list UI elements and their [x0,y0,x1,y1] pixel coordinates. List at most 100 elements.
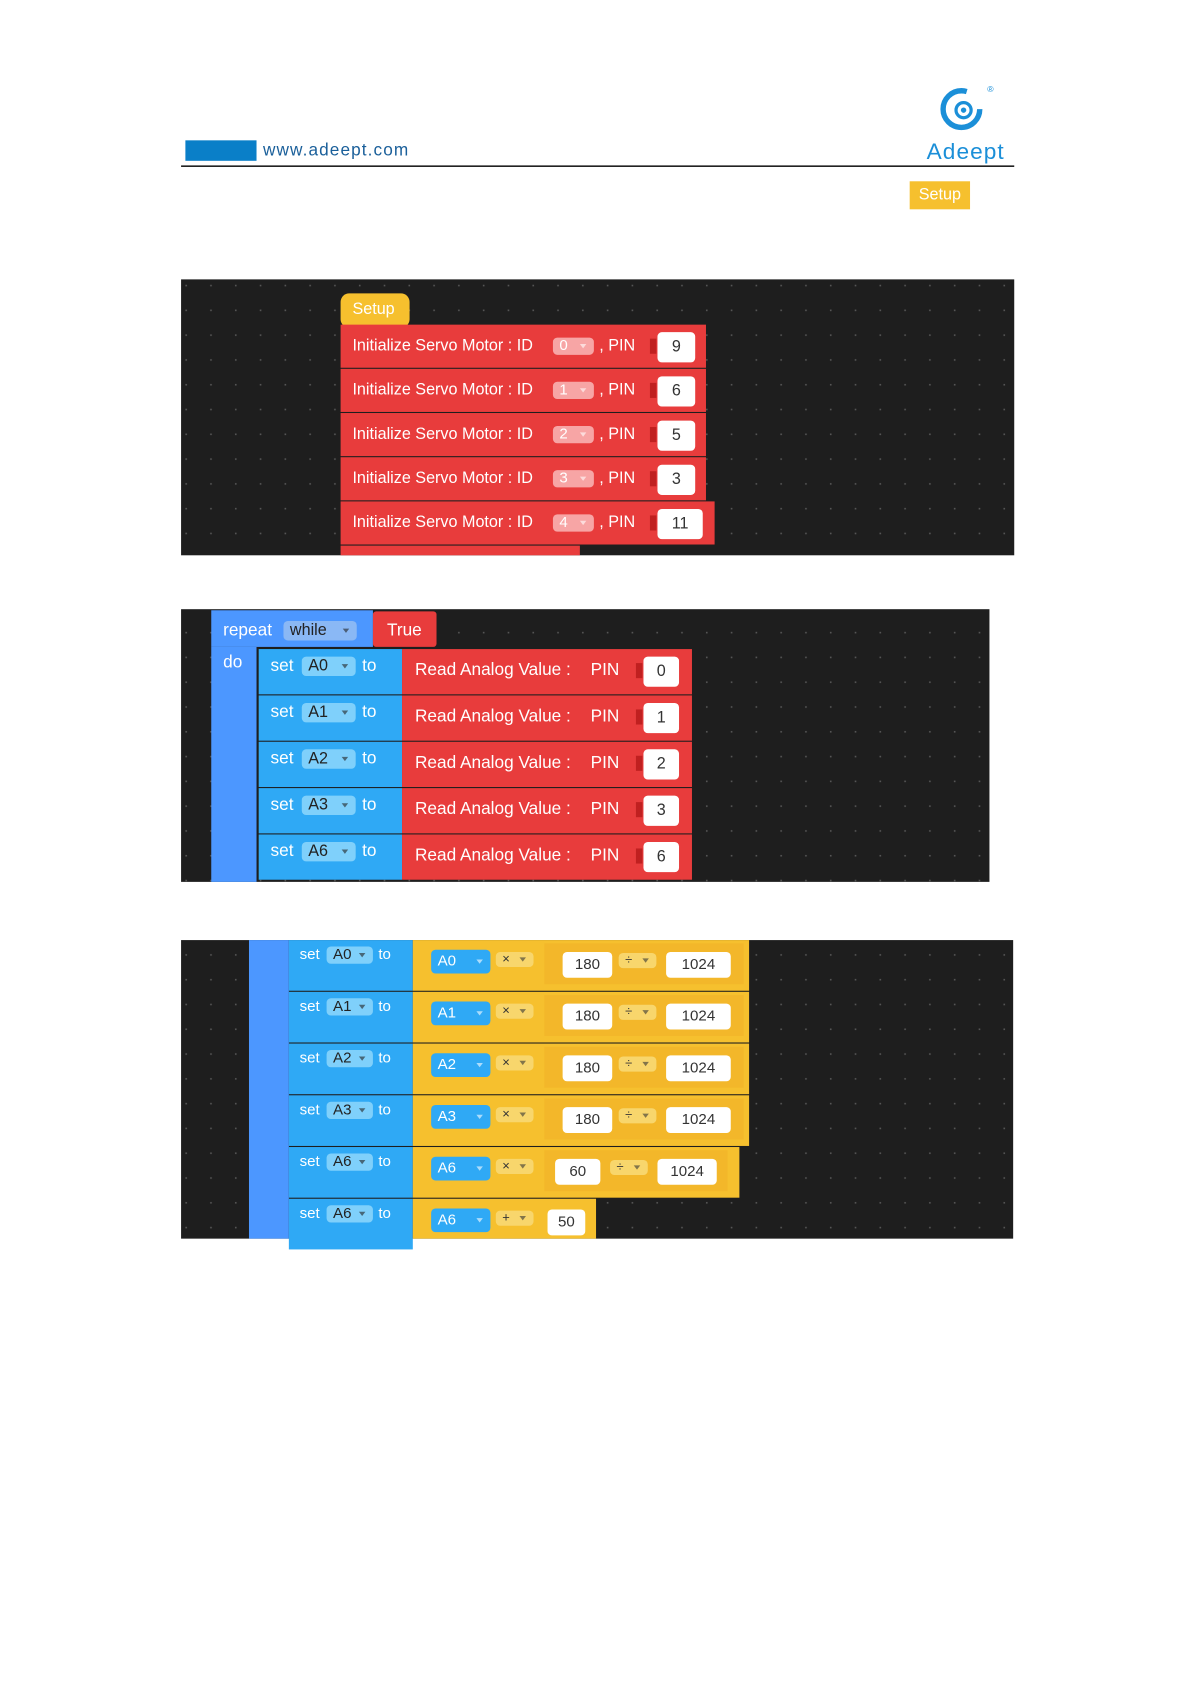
operator-box [618,1108,657,1124]
set-var: A0 [308,657,328,675]
pin-label: , PIN [599,381,635,399]
logo [940,88,983,131]
denominator-box [666,1055,731,1082]
dropdown-arrow [519,1009,526,1014]
servo-id: 2 [559,426,567,443]
pin-label: , PIN [599,513,635,531]
pin-label: , PIN [599,469,635,487]
set-var-box [326,1205,373,1223]
read-pin: 6 [657,847,666,865]
dropdown-arrow [358,1004,366,1010]
denominator-box [666,1003,731,1030]
socket [649,338,657,354]
servo-id-box [552,425,594,444]
dropdown-arrow [519,1112,526,1117]
servo-pin: 3 [672,470,681,488]
repeat-mode: while [289,621,327,639]
denominator: 1024 [682,1111,716,1128]
read-pin: 1 [657,708,666,726]
set-var: A6 [333,1205,351,1222]
dropdown-arrow [358,1211,366,1217]
to-label: to [378,946,391,963]
socket [635,848,643,864]
operand-box [431,1001,491,1026]
denominator: 1024 [682,1059,716,1076]
set-label: set [271,748,294,768]
set-var-box [326,998,373,1016]
read-pin: 3 [657,801,666,819]
denominator: 1024 [682,1008,716,1025]
operand: A6 [438,1160,456,1177]
set-var: A0 [333,946,351,963]
set-label: set [300,998,321,1015]
dropdown-arrow [476,1011,483,1016]
numerator-box [562,1055,613,1082]
set-var-box [301,656,356,677]
servo-pin-box [657,420,696,451]
operator: ÷ [625,952,632,967]
dropdown-arrow [341,756,349,762]
dropdown-arrow [519,1164,526,1169]
socket [635,709,643,725]
dropdown-arrow [642,1061,649,1067]
operand-value: 50 [558,1213,575,1230]
denominator: 1024 [682,956,716,973]
operand: A6 [438,1211,456,1228]
dropdown-arrow [341,664,349,669]
denominator: 1024 [670,1163,704,1180]
numerator: 180 [575,1059,600,1076]
dropdown-arrow [642,1113,649,1118]
dropdown-arrow [579,476,587,481]
servo-id: 0 [559,337,567,354]
operand: A0 [438,953,456,970]
operator: × [502,1158,510,1173]
numerator: 180 [575,1111,600,1128]
operand-box [431,1104,491,1129]
set-var: A6 [333,1153,351,1170]
set-label: set [300,1050,321,1067]
dropdown-arrow [633,1165,641,1170]
servo-id: 1 [559,381,567,398]
to-label: to [362,655,376,675]
servo-text: Initialize Servo Motor : ID [352,513,532,531]
operand-box [431,949,491,974]
set-var: A3 [333,1101,351,1118]
set-var: A2 [308,749,328,767]
repeat-mode-box [283,621,357,641]
servo-block [340,545,580,556]
socket [635,802,643,818]
set-var-box [326,1101,373,1120]
set-label: set [271,794,294,814]
operand: A1 [438,1004,456,1021]
operand-box [431,1156,491,1181]
servo-id-box [552,381,594,400]
set-label: set [300,1205,321,1222]
read-text: Read Analog Value : [415,845,571,865]
dropdown-arrow [341,710,349,715]
pin-label: PIN [591,706,620,726]
set-label: set [300,946,321,963]
set-var-box [326,1153,373,1171]
dropdown-arrow [476,959,483,964]
dropdown-arrow [642,1010,649,1015]
repeat-side [211,646,257,882]
servo-block [340,413,706,457]
dropdown-arrow [342,628,350,633]
read-pin: 0 [657,662,666,680]
to-label: to [362,840,376,860]
operator-box [618,1056,657,1072]
condition-block [372,611,437,647]
servo-pin-box [657,464,696,495]
setup-tag-label: Setup [919,186,961,204]
socket [635,755,643,771]
dropdown-arrow [579,432,587,437]
servo-id-box [552,337,594,355]
operator: ÷ [617,1159,624,1174]
read-pin-box [643,656,680,687]
dropdown-arrow [341,803,349,808]
set-label: set [271,655,294,675]
read-pin-box [643,702,680,734]
repeat-label: repeat [223,619,272,639]
operator-box [495,1055,534,1071]
dropdown-arrow [476,1166,483,1171]
